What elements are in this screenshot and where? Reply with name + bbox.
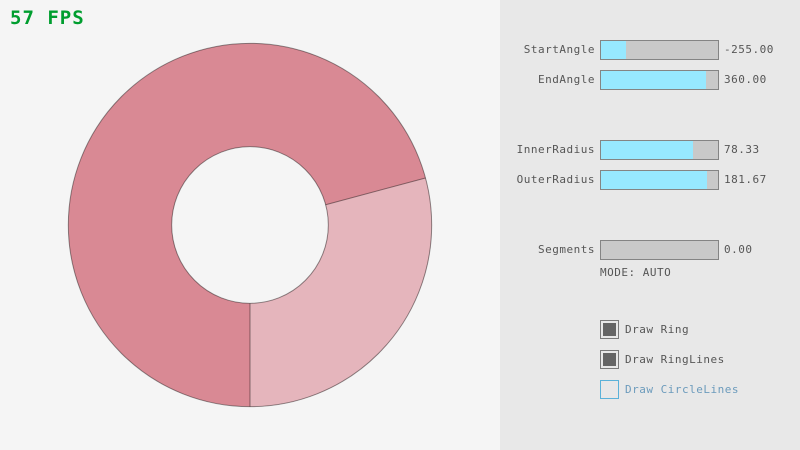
draw-ringlines-checkbox-label: Draw RingLines [625, 353, 725, 366]
ring-hole [171, 146, 329, 304]
slider-row-segments: Segments 0.00 [500, 240, 800, 260]
start-angle-label: StartAngle [523, 43, 595, 56]
checkbox-row-draw-circlelines[interactable]: Draw CircleLines [600, 380, 800, 399]
segments-slider[interactable] [600, 240, 719, 260]
outer-radius-value: 181.67 [724, 173, 767, 186]
ring-radial-line-start [325, 177, 426, 206]
ring-outer-line [67, 42, 433, 408]
fps-counter: 57 FPS [10, 7, 85, 29]
draw-circlelines-checkbox-label: Draw CircleLines [625, 383, 739, 396]
inner-radius-slider[interactable] [600, 140, 719, 160]
start-angle-slider[interactable] [600, 40, 719, 60]
inner-radius-value: 78.33 [724, 143, 760, 156]
end-angle-label: EndAngle [538, 73, 595, 86]
draw-ring-checkbox-label: Draw Ring [625, 323, 690, 336]
outer-radius-label: OuterRadius [516, 173, 595, 186]
inner-radius-slider-fill [601, 141, 693, 159]
segments-mode-text: MODE: AUTO [600, 266, 672, 279]
controls-panel: StartAngle -255.00 EndAngle 360.00 Inner… [500, 0, 800, 450]
check-mark-icon [603, 353, 616, 366]
slider-row-outer-radius: OuterRadius 181.67 [500, 170, 800, 190]
ring-inner-line [171, 146, 329, 304]
slider-row-start-angle: StartAngle -255.00 [500, 40, 800, 60]
draw-ring-checkbox[interactable] [600, 320, 619, 339]
inner-radius-label: InnerRadius [516, 143, 595, 156]
check-mark-icon [603, 323, 616, 336]
end-angle-slider-fill [601, 71, 707, 89]
checkbox-row-draw-ring[interactable]: Draw Ring [600, 320, 800, 339]
start-angle-slider-fill [601, 41, 627, 59]
checkbox-row-draw-ringlines[interactable]: Draw RingLines [600, 350, 800, 369]
slider-row-inner-radius: InnerRadius 78.33 [500, 140, 800, 160]
ring-single-pass-sector [250, 177, 432, 407]
segments-value: 0.00 [724, 243, 753, 256]
outer-radius-slider-fill [601, 171, 708, 189]
start-angle-value: -255.00 [724, 43, 774, 56]
slider-row-end-angle: EndAngle 360.00 [500, 70, 800, 90]
draw-ringlines-checkbox[interactable] [600, 350, 619, 369]
outer-radius-slider[interactable] [600, 170, 719, 190]
end-angle-value: 360.00 [724, 73, 767, 86]
segments-label: Segments [538, 243, 595, 256]
end-angle-slider[interactable] [600, 70, 719, 90]
draw-circlelines-checkbox[interactable] [600, 380, 619, 399]
